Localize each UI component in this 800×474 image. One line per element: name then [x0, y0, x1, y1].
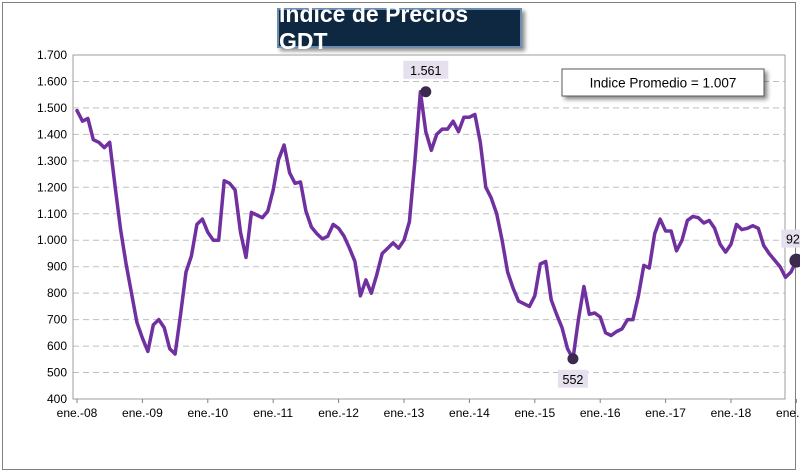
y-axis-ticks: 400 500 600 700 800 900 1.000 1.100 1.200 1.300 1.… — [37, 48, 67, 406]
point-label: 552 — [563, 373, 584, 387]
y-tick-label: 700 — [47, 313, 67, 327]
y-tick-label: 1.700 — [37, 48, 67, 62]
x-tick-label: ene.-19 — [776, 406, 800, 420]
point-label: 1.561 — [410, 64, 441, 78]
plot-area — [72, 54, 786, 400]
series-line-layer — [75, 90, 799, 361]
average-annotation: Indice Promedio = 1.007 — [561, 68, 765, 97]
y-tick-label: 900 — [47, 260, 67, 274]
x-tick-label: ene.-14 — [449, 406, 490, 420]
point-marker — [420, 86, 432, 98]
average-annotation-text: Indice Promedio = 1.007 — [590, 76, 737, 91]
y-tick-label: 1.400 — [37, 127, 67, 141]
y-tick-label: 1.200 — [37, 180, 67, 194]
y-tick-label: 400 — [47, 392, 67, 406]
y-tick-label: 1.000 — [37, 233, 67, 247]
y-tick-label: 600 — [47, 339, 67, 353]
x-axis-ticks: ene.-08 ene.-09 ene.-10 ene.-11 ene.-12 ene.-… — [57, 399, 800, 420]
x-tick-label: ene.-15 — [514, 406, 555, 420]
x-tick-label: ene.-10 — [187, 406, 228, 420]
x-tick-label: ene.-08 — [57, 406, 98, 420]
gridlines — [73, 80, 785, 374]
x-tick-label: ene.-09 — [122, 406, 163, 420]
y-tick-label: 500 — [47, 366, 67, 380]
y-tick-label: 1.500 — [37, 101, 67, 115]
x-tick-label: ene.-16 — [580, 406, 621, 420]
point-marker — [789, 253, 800, 268]
y-tick-label: 1.600 — [37, 74, 67, 88]
x-tick-label: ene.-18 — [711, 406, 752, 420]
x-tick-label: ene.-17 — [645, 406, 686, 420]
y-tick-label: 800 — [47, 286, 67, 300]
point-label-background — [781, 229, 800, 248]
x-tick-label: ene.-11 — [253, 406, 293, 420]
y-tick-label: 1.300 — [37, 154, 67, 168]
point-label-background — [403, 60, 449, 79]
point-markers: 1.561 552 923 — [403, 60, 800, 388]
point-marker — [567, 353, 579, 365]
average-annotation-box — [561, 68, 765, 97]
y-tick-label: 1.100 — [37, 207, 67, 221]
x-tick-label: ene.-12 — [318, 406, 359, 420]
point-label: 923 — [786, 233, 800, 247]
x-tick-label: ene.-13 — [384, 406, 425, 420]
series-line — [75, 90, 799, 361]
point-label-background — [557, 369, 589, 388]
